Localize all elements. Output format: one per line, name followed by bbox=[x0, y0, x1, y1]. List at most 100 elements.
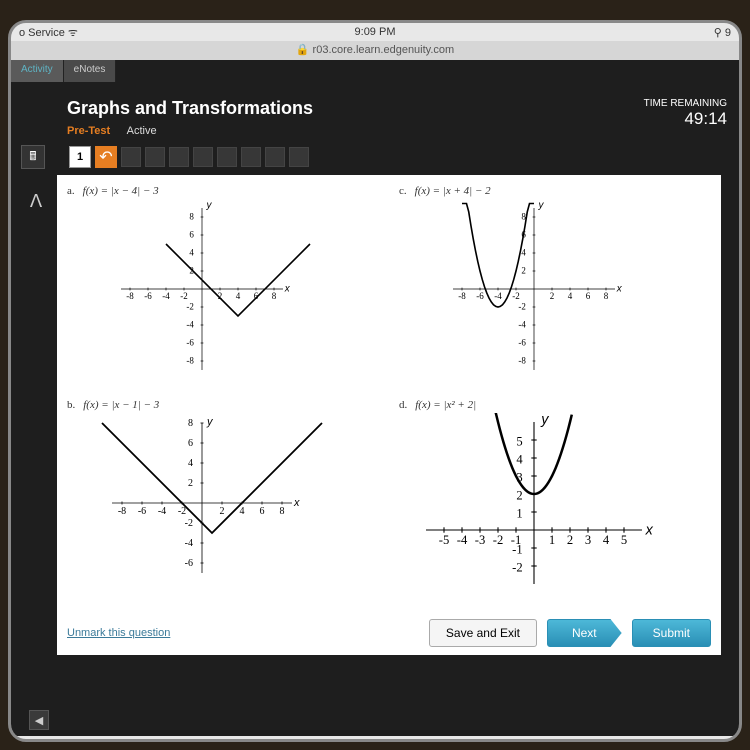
answer-d[interactable]: d.f(x) = |x² + 2| -5-4-3-2-112345-2-1123… bbox=[399, 399, 711, 605]
answer-a[interactable]: a.f(x) = |x − 4| − 3 -8-6-4-22468-8-6-4-… bbox=[67, 185, 379, 391]
svg-text:y: y bbox=[538, 200, 545, 211]
svg-text:-6: -6 bbox=[138, 506, 146, 517]
lesson-header: Graphs and Transformations Pre-Test Acti… bbox=[11, 82, 739, 145]
svg-text:-8: -8 bbox=[118, 506, 126, 517]
svg-text:-4: -4 bbox=[457, 533, 468, 547]
top-tabs: Activity eNotes bbox=[11, 60, 739, 82]
svg-text:6: 6 bbox=[260, 506, 265, 517]
status-bar: o Service ᯤ 9:09 PM ⚲ 9 bbox=[11, 23, 739, 41]
svg-text:-4: -4 bbox=[158, 506, 166, 517]
svg-text:4: 4 bbox=[189, 248, 194, 258]
svg-text:-4: -4 bbox=[162, 291, 170, 301]
svg-text:6: 6 bbox=[586, 291, 591, 301]
answer-b-label: b. bbox=[67, 399, 75, 411]
svg-text:6: 6 bbox=[188, 438, 193, 449]
caret-up-icon[interactable]: ᐱ bbox=[25, 190, 47, 212]
svg-text:4: 4 bbox=[521, 248, 526, 258]
svg-text:2: 2 bbox=[188, 478, 193, 489]
pretest-label: Pre-Test bbox=[67, 125, 110, 137]
svg-text:-4: -4 bbox=[518, 320, 526, 330]
svg-text:6: 6 bbox=[189, 230, 194, 240]
url-text: r03.core.learn.edgenuity.com bbox=[313, 44, 455, 56]
svg-text:3: 3 bbox=[585, 533, 591, 547]
svg-text:8: 8 bbox=[189, 212, 194, 222]
graph-c: -8-6-4-22468-8-6-4-22468 x y bbox=[399, 199, 669, 379]
answer-a-formula: f(x) = |x − 4| − 3 bbox=[83, 185, 159, 197]
status-time: 9:09 PM bbox=[355, 26, 396, 38]
answer-d-label: d. bbox=[399, 399, 407, 411]
svg-text:x: x bbox=[645, 523, 654, 539]
time-remaining-label: TIME REMAINING bbox=[644, 98, 727, 109]
q-slot[interactable] bbox=[289, 147, 309, 167]
svg-text:-5: -5 bbox=[439, 533, 450, 547]
svg-text:4: 4 bbox=[516, 452, 523, 466]
svg-text:-6: -6 bbox=[518, 338, 526, 348]
submit-button[interactable]: Submit bbox=[632, 619, 711, 647]
footer-back-icon[interactable]: ◀ bbox=[29, 710, 49, 730]
q-slot[interactable] bbox=[193, 147, 213, 167]
svg-text:8: 8 bbox=[604, 291, 609, 301]
svg-text:x: x bbox=[284, 284, 291, 295]
svg-text:5: 5 bbox=[516, 434, 522, 448]
q-slot[interactable] bbox=[265, 147, 285, 167]
svg-text:8: 8 bbox=[188, 418, 193, 429]
tab-activity[interactable]: Activity bbox=[11, 60, 64, 82]
battery-text: 9 bbox=[725, 27, 731, 39]
svg-text:x: x bbox=[293, 497, 300, 509]
svg-text:-2: -2 bbox=[518, 302, 526, 312]
q-slot[interactable] bbox=[169, 147, 189, 167]
svg-text:2: 2 bbox=[220, 506, 225, 517]
calculator-icon[interactable]: 🖩 bbox=[21, 145, 45, 169]
svg-text:5: 5 bbox=[621, 533, 627, 547]
svg-text:-6: -6 bbox=[185, 558, 193, 569]
answer-c-label: c. bbox=[399, 185, 407, 197]
app-area: Activity eNotes Graphs and Transformatio… bbox=[11, 60, 739, 736]
q-slot[interactable] bbox=[217, 147, 237, 167]
svg-text:1: 1 bbox=[516, 506, 522, 520]
svg-text:-4: -4 bbox=[494, 291, 502, 301]
unmark-link[interactable]: Unmark this question bbox=[67, 627, 170, 639]
svg-text:-8: -8 bbox=[458, 291, 466, 301]
svg-text:4: 4 bbox=[568, 291, 573, 301]
graph-d: -5-4-3-2-112345-2-112345 x y bbox=[399, 413, 669, 593]
svg-text:-2: -2 bbox=[512, 291, 520, 301]
svg-text:-2: -2 bbox=[512, 560, 523, 574]
question-number[interactable]: 1 bbox=[69, 146, 91, 168]
graph-a: -8-6-4-22468-8-6-4-22468 x y bbox=[67, 199, 337, 379]
svg-text:y: y bbox=[206, 200, 213, 211]
tab-enotes[interactable]: eNotes bbox=[64, 60, 117, 82]
answer-d-formula: f(x) = |x² + 2| bbox=[415, 399, 476, 411]
svg-text:y: y bbox=[206, 416, 214, 428]
svg-text:-2: -2 bbox=[493, 533, 504, 547]
svg-text:8: 8 bbox=[272, 291, 277, 301]
svg-text:2: 2 bbox=[550, 291, 555, 301]
q-slot[interactable] bbox=[241, 147, 261, 167]
carrier-text: o Service bbox=[19, 27, 65, 39]
svg-text:-2: -2 bbox=[180, 291, 188, 301]
svg-text:-2: -2 bbox=[178, 506, 186, 517]
svg-text:-6: -6 bbox=[476, 291, 484, 301]
svg-text:2: 2 bbox=[567, 533, 573, 547]
tablet-frame: o Service ᯤ 9:09 PM ⚲ 9 🔒 r03.core.learn… bbox=[8, 20, 742, 742]
answer-grid: a.f(x) = |x − 4| − 3 -8-6-4-22468-8-6-4-… bbox=[67, 185, 711, 605]
svg-text:2: 2 bbox=[516, 488, 522, 502]
save-exit-button[interactable]: Save and Exit bbox=[429, 619, 537, 647]
timer-value: 49:14 bbox=[644, 109, 727, 129]
q-slot[interactable] bbox=[121, 147, 141, 167]
answer-b[interactable]: b.f(x) = |x − 1| − 3 -8-6-4-22468-6-4-22… bbox=[67, 399, 379, 605]
svg-text:2: 2 bbox=[521, 266, 526, 276]
svg-text:-8: -8 bbox=[186, 356, 194, 366]
svg-text:-8: -8 bbox=[518, 356, 526, 366]
q-slot[interactable] bbox=[145, 147, 165, 167]
back-icon[interactable]: ↶ bbox=[95, 146, 117, 168]
svg-text:-6: -6 bbox=[144, 291, 152, 301]
svg-text:x: x bbox=[616, 284, 623, 295]
svg-text:-4: -4 bbox=[185, 538, 193, 549]
answer-a-label: a. bbox=[67, 185, 75, 197]
graph-b: -8-6-4-22468-6-4-22468 x y bbox=[67, 413, 337, 593]
answer-c[interactable]: c.f(x) = |x + 4| − 2 -8-6-4-22468-8-6-4-… bbox=[399, 185, 711, 391]
svg-text:4: 4 bbox=[188, 458, 193, 469]
svg-text:4: 4 bbox=[603, 533, 610, 547]
svg-text:y: y bbox=[540, 413, 549, 428]
next-button[interactable]: Next bbox=[547, 619, 622, 647]
